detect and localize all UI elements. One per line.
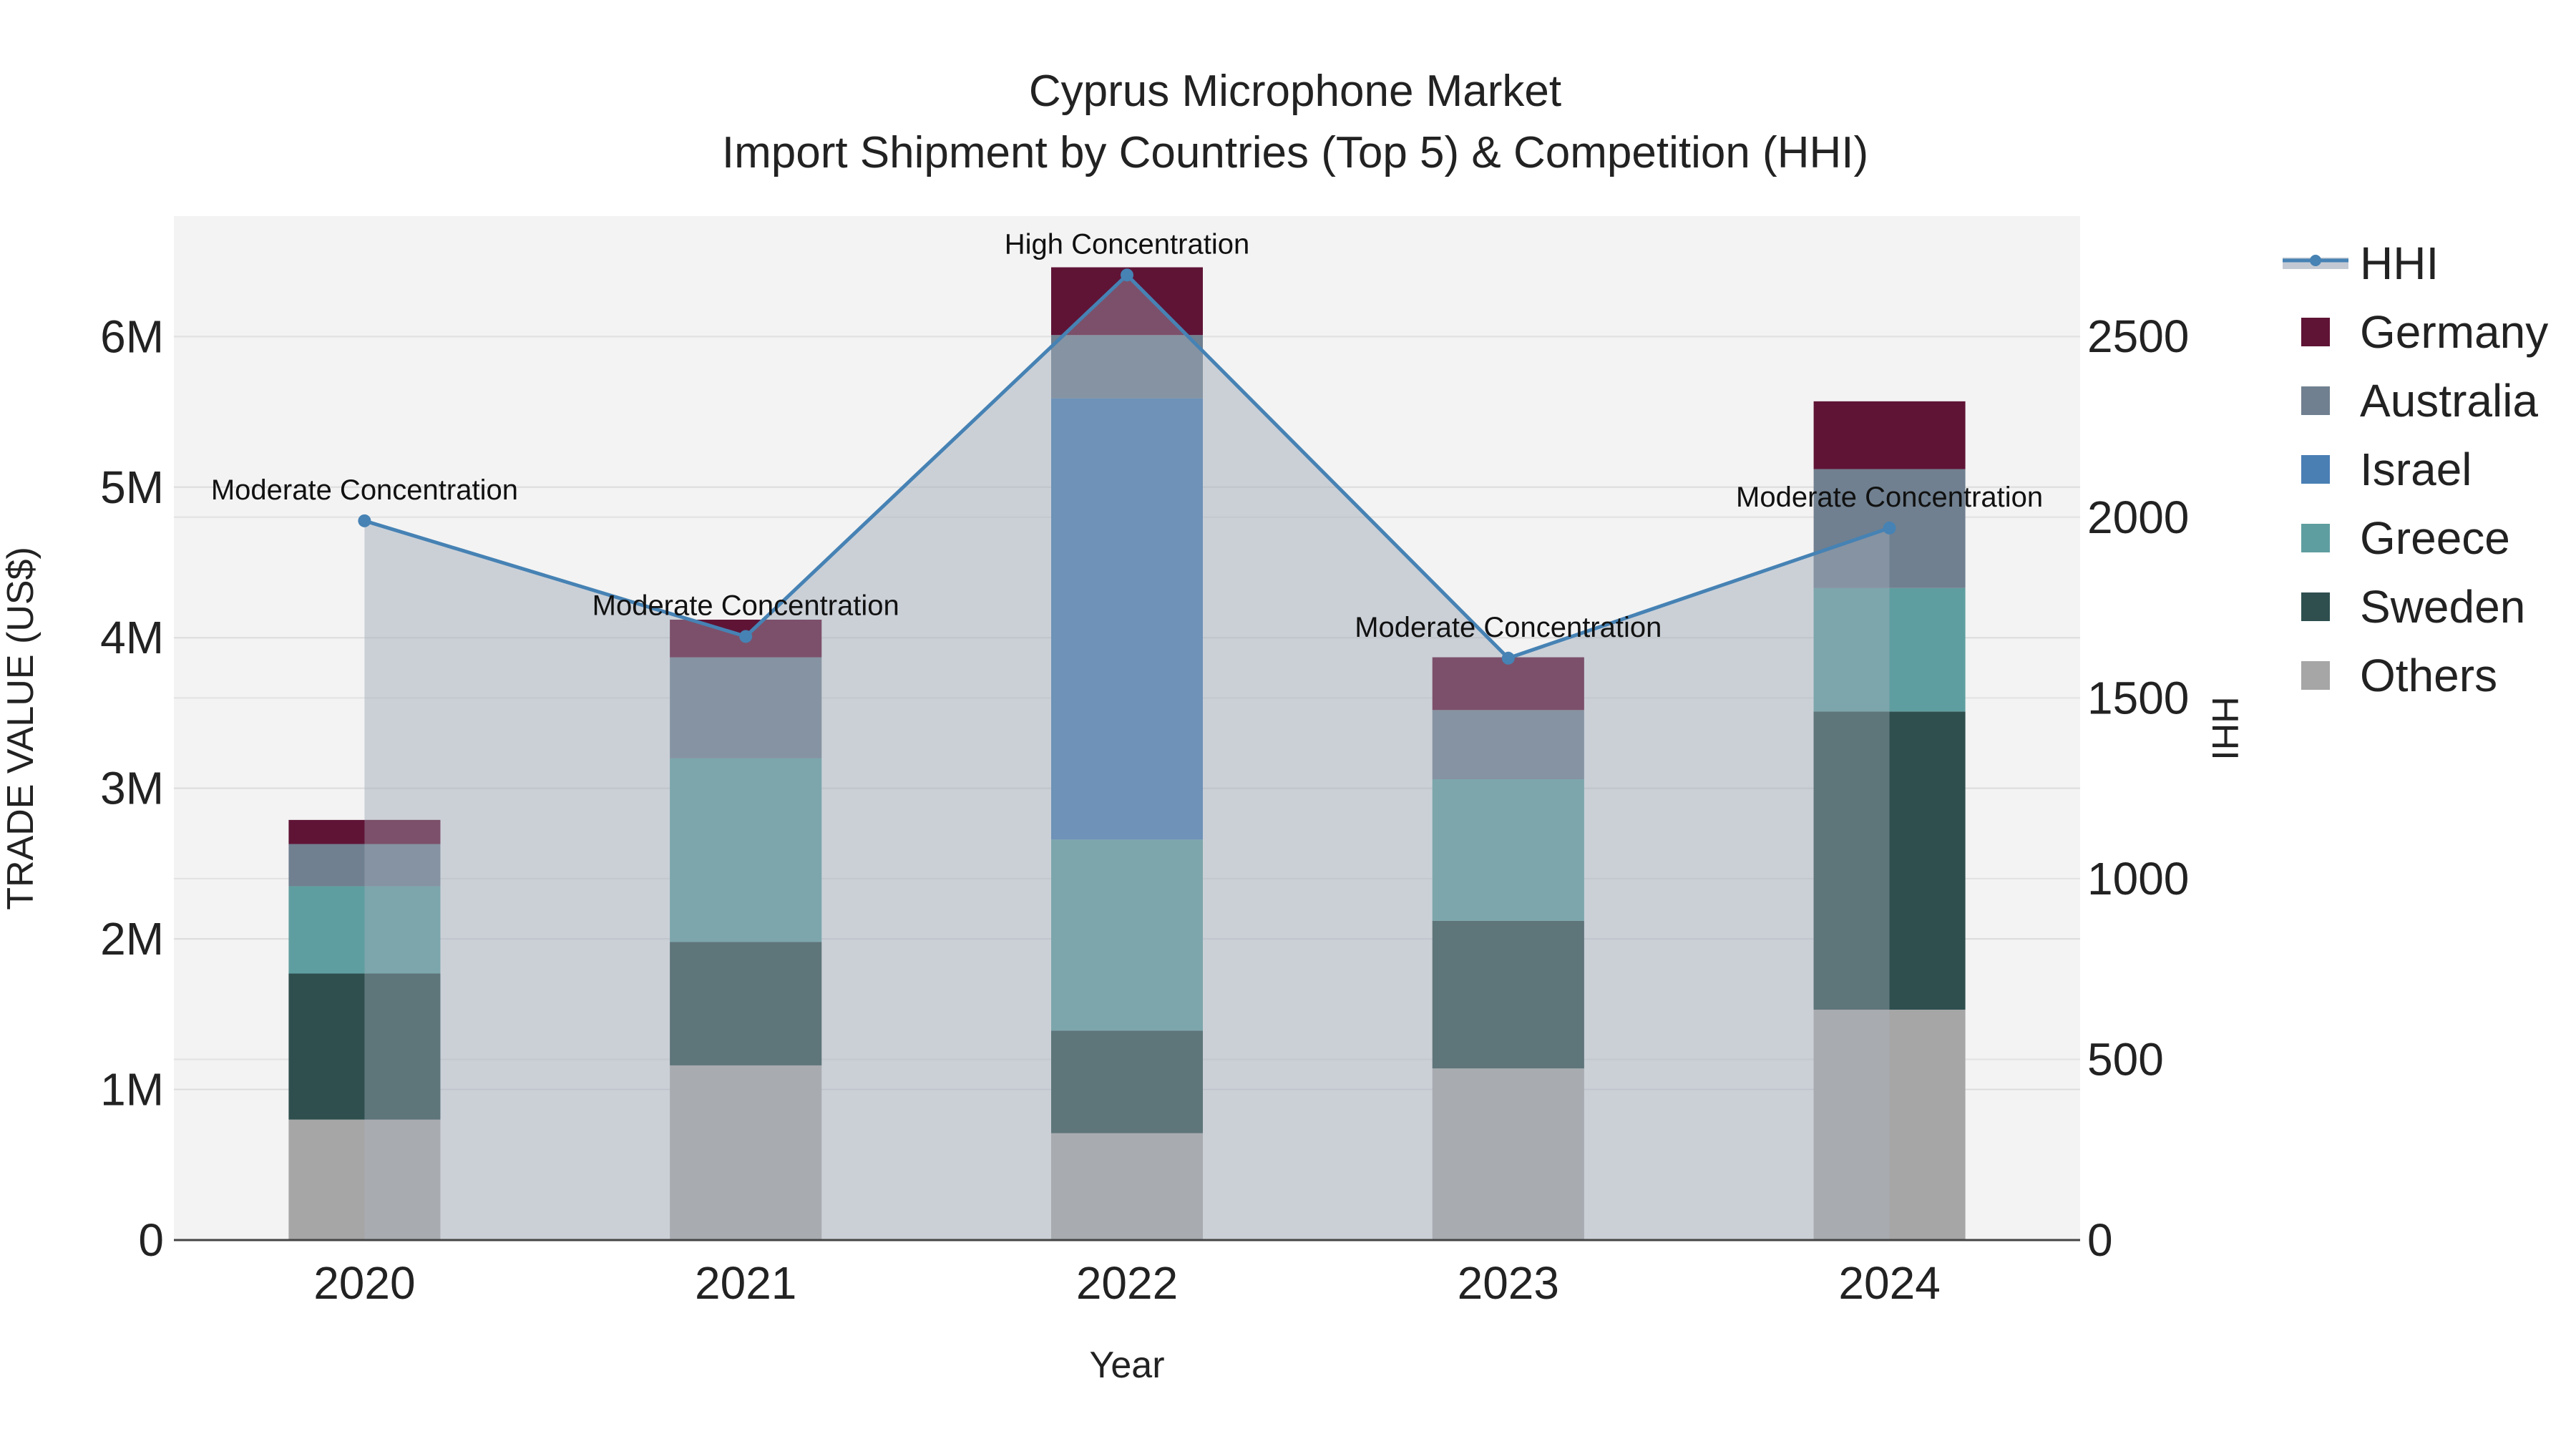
legend-item-australia[interactable]: Australia bbox=[2301, 375, 2538, 426]
legend-label-hhi: HHI bbox=[2360, 238, 2439, 289]
x-tick-2022: 2022 bbox=[1076, 1257, 1178, 1309]
hhi-point-2023 bbox=[1501, 651, 1515, 665]
x-axis-title: Year bbox=[1089, 1345, 1164, 1386]
bar-greece-2021 bbox=[670, 758, 822, 942]
bar-overlay-2022 bbox=[1051, 275, 1203, 1240]
bar-australia-2020 bbox=[288, 844, 441, 887]
legend-item-israel[interactable]: Israel bbox=[2301, 444, 2472, 495]
bar-others-2023 bbox=[1432, 1068, 1584, 1240]
bar-greece-2023 bbox=[1432, 779, 1584, 921]
bar-australia-2023 bbox=[1432, 710, 1584, 780]
legend-swatch-germany bbox=[2301, 318, 2330, 346]
legend-label-greece: Greece bbox=[2360, 512, 2510, 564]
y2-tick-500: 500 bbox=[2087, 1033, 2164, 1085]
bar-sweden-2021 bbox=[670, 942, 822, 1065]
bar-germany-2020 bbox=[288, 819, 441, 844]
bar-germany-2023 bbox=[1432, 657, 1584, 711]
y2-tick-1000: 1000 bbox=[2087, 853, 2189, 904]
y2-tick-0: 0 bbox=[2087, 1214, 2113, 1266]
y-axis-title: TRADE VALUE (US$) bbox=[0, 547, 42, 910]
bar-area-overlay bbox=[364, 275, 1890, 1240]
bar-others-2024 bbox=[1813, 1010, 1966, 1240]
y2-tick-2500: 2500 bbox=[2087, 311, 2189, 362]
bar-others-2021 bbox=[670, 1065, 822, 1240]
legend-swatch-others bbox=[2301, 661, 2330, 690]
y-tick-6m: 6M bbox=[100, 311, 164, 362]
legend-item-others[interactable]: Others bbox=[2301, 650, 2497, 701]
y2-axis-title: HHI bbox=[2204, 696, 2245, 761]
hhi-point-2022 bbox=[1121, 268, 1133, 282]
legend-swatch-australia bbox=[2301, 386, 2330, 415]
bar-overlay-2021 bbox=[670, 619, 822, 1240]
bar-australia-2021 bbox=[670, 657, 822, 758]
bar-israel-2022 bbox=[1051, 398, 1203, 840]
y-tick-4m: 4M bbox=[100, 612, 164, 663]
bar-sweden-2024 bbox=[1813, 711, 1966, 1010]
legend-swatch-sweden bbox=[2301, 592, 2330, 621]
x-tick-2020: 2020 bbox=[313, 1257, 415, 1309]
bar-sweden-2022 bbox=[1051, 1030, 1203, 1133]
bar-overlay-2023 bbox=[1432, 657, 1584, 1240]
legend-swatch-greece bbox=[2301, 524, 2330, 552]
legend-label-others: Others bbox=[2360, 650, 2497, 701]
legend-label-australia: Australia bbox=[2360, 375, 2538, 426]
y2-tick-2000: 2000 bbox=[2087, 492, 2189, 543]
bar-greece-2024 bbox=[1813, 587, 1966, 712]
bar-overlay-2020 bbox=[364, 819, 441, 1240]
y-tick-3m: 3M bbox=[100, 763, 164, 814]
legend: HHI Germany Australia Israel Greece Sweden Oth… bbox=[2283, 238, 2548, 701]
hhi-line-group: Moderate Concentration Moderate Concentra… bbox=[211, 228, 2043, 665]
x-tick-2021: 2021 bbox=[695, 1257, 796, 1309]
x-tick-2024: 2024 bbox=[1838, 1257, 1940, 1309]
legend-marker-hhi bbox=[2310, 255, 2321, 266]
hhi-annotation-2022: High Concentration bbox=[1005, 228, 1249, 260]
bar-others-2020 bbox=[288, 1119, 441, 1240]
legend-item-germany[interactable]: Germany bbox=[2301, 306, 2548, 358]
legend-swatch-israel bbox=[2301, 455, 2330, 484]
bar-australia-2022 bbox=[1051, 335, 1203, 399]
legend-label-germany: Germany bbox=[2360, 306, 2548, 358]
axes: 0 1M 2M 3M 4M 5M 6M 0 500 1000 1500 2000 2500 2020 202… bbox=[100, 311, 2189, 1309]
hhi-annotation-2023: Moderate Concentration bbox=[1355, 612, 1662, 643]
y-tick-5m: 5M bbox=[100, 462, 164, 513]
bar-sweden-2023 bbox=[1432, 920, 1584, 1069]
bar-greece-2022 bbox=[1051, 839, 1203, 1031]
y-tick-2m: 2M bbox=[100, 913, 164, 965]
y-tick-0: 0 bbox=[138, 1214, 164, 1266]
bar-greece-2020 bbox=[288, 886, 441, 974]
legend-item-greece[interactable]: Greece bbox=[2301, 512, 2510, 564]
y-tick-1m: 1M bbox=[100, 1064, 164, 1116]
hhi-point-2020 bbox=[358, 514, 371, 527]
chart-title-line1: Cyprus Microphone Market bbox=[1029, 67, 1561, 116]
bar-germany-2024 bbox=[1813, 401, 1966, 469]
hhi-annotation-2021: Moderate Concentration bbox=[592, 590, 899, 621]
chart-title-line2: Import Shipment by Countries (Top 5) & C… bbox=[722, 128, 1868, 177]
x-tick-2023: 2023 bbox=[1458, 1257, 1559, 1309]
hhi-point-2024 bbox=[1883, 521, 1896, 535]
hhi-annotation-2024: Moderate Concentration bbox=[1736, 482, 2043, 513]
y2-tick-1500: 1500 bbox=[2087, 672, 2189, 723]
hhi-point-2021 bbox=[739, 630, 753, 643]
bar-others-2022 bbox=[1051, 1133, 1203, 1240]
legend-label-sweden: Sweden bbox=[2360, 581, 2525, 633]
hhi-annotation-2020: Moderate Concentration bbox=[211, 474, 518, 506]
legend-label-israel: Israel bbox=[2360, 444, 2472, 495]
legend-item-sweden[interactable]: Sweden bbox=[2301, 581, 2525, 633]
bars bbox=[288, 267, 1966, 1240]
legend-item-hhi[interactable]: HHI bbox=[2283, 238, 2439, 289]
bar-sweden-2020 bbox=[288, 973, 441, 1120]
